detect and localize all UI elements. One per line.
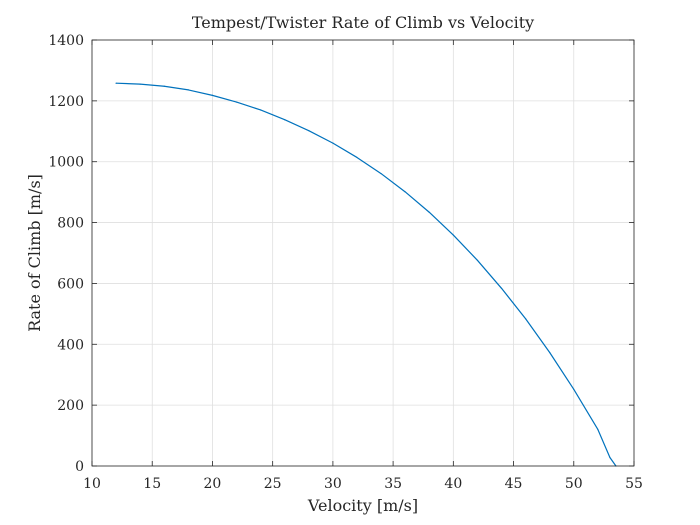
x-tick-label: 45 — [505, 476, 523, 492]
y-tick-label: 1400 — [48, 33, 84, 49]
data-point — [139, 83, 141, 85]
data-point — [597, 428, 599, 431]
data-point — [332, 142, 334, 144]
data-point — [428, 211, 430, 213]
chart-title: Tempest/Twister Rate of Climb vs Velocit… — [192, 13, 534, 32]
y-tick-label: 1000 — [48, 155, 84, 171]
y-tick-label: 400 — [57, 337, 84, 353]
data-point — [452, 234, 454, 236]
data-point — [525, 318, 527, 320]
data-point — [260, 109, 262, 111]
x-tick-label: 50 — [565, 476, 583, 492]
data-point — [163, 85, 165, 87]
x-tick-label: 55 — [625, 476, 643, 492]
plot-frame — [91, 39, 635, 467]
data-point — [573, 388, 575, 390]
data-point — [211, 94, 214, 96]
data-point — [476, 259, 479, 261]
y-tick-label: 0 — [75, 459, 84, 475]
y-tick-label: 600 — [57, 276, 84, 292]
data-point — [115, 82, 117, 84]
data-point — [187, 89, 189, 91]
y-tick-label: 800 — [57, 216, 84, 232]
data-point — [380, 172, 382, 175]
x-tick-label: 40 — [444, 476, 462, 492]
x-tick-label: 25 — [264, 476, 282, 492]
x-tick-label: 20 — [204, 476, 222, 492]
data-point — [356, 156, 358, 159]
data-point — [308, 130, 310, 132]
y-tick-label: 200 — [57, 398, 84, 414]
data-point — [284, 119, 286, 121]
x-axis-label: Velocity [m/s] — [307, 496, 418, 515]
data-point — [404, 191, 406, 193]
x-tick-label: 35 — [384, 476, 402, 492]
x-tick-label: 15 — [143, 476, 161, 492]
data-point — [235, 101, 238, 103]
x-tick-label: 10 — [83, 476, 101, 492]
data-point — [500, 287, 503, 289]
ticks: 10 15 20 25 30 35 40 45 50 55 0 200 400 600 800 1000 120… — [48, 33, 643, 492]
y-tick-label: 1200 — [48, 94, 84, 110]
x-tick-label: 30 — [324, 476, 342, 492]
y-axis-label: Rate of Climb [m/s] — [25, 174, 44, 332]
plot-area — [92, 40, 634, 466]
data-point — [609, 456, 611, 459]
data-point — [549, 351, 551, 354]
